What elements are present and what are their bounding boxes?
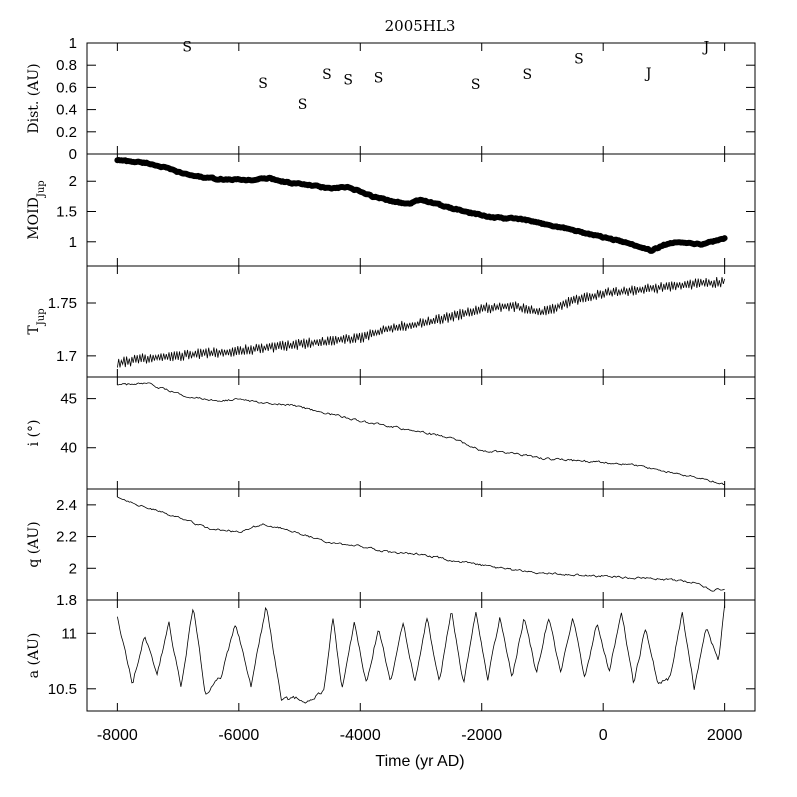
y-tick-label: 1.7 (56, 348, 77, 365)
encounter-marker-saturn: S (374, 70, 384, 86)
x-tick-label: -4000 (340, 727, 381, 744)
y-axis-label-a: a (AU) (26, 633, 42, 679)
y-tick-label: 1 (69, 35, 77, 52)
y-axis-label-tjup: TJup (26, 308, 47, 334)
series-line-inc (117, 382, 725, 485)
panel-frame-q (86, 488, 756, 601)
y-tick-label: 2.2 (56, 529, 77, 546)
panel-a: 10.5 11 a (AU) (26, 599, 756, 712)
panel-q: 1.8 2 2.2 2.4 q (AU) (26, 488, 756, 609)
chart-title: 2005HL3 (385, 17, 456, 35)
encounter-marker-saturn: S (343, 73, 353, 89)
y-tick-label: 1.8 (56, 592, 77, 609)
encounter-marker-saturn: S (471, 77, 481, 93)
encounter-marker-saturn: S (182, 39, 192, 55)
y-tick-label: 1.75 (48, 295, 77, 312)
x-tick-label: -2000 (461, 727, 502, 744)
encounter-marker-saturn: S (258, 76, 268, 92)
encounter-marker-saturn: S (574, 52, 584, 68)
y-axis-label-q: q (AU) (26, 521, 42, 567)
y-tick-label: 0.6 (56, 79, 77, 96)
y-tick-label: 40 (60, 440, 77, 457)
encounter-marker-saturn: S (322, 67, 332, 83)
encounter-marker-saturn: S (298, 97, 308, 113)
encounter-marker-jupiter: J (702, 39, 710, 55)
panel-inc: 40 45 i (°) (26, 376, 756, 490)
y-tick-label: 11 (61, 625, 77, 642)
series-line-a (117, 605, 725, 704)
panel-frame-dist (86, 42, 756, 155)
panel-frame-inc (86, 376, 756, 490)
x-tick-label: -8000 (97, 727, 138, 744)
y-tick-label: 0 (69, 146, 77, 163)
y-axis-label-moid: MOIDJup (26, 180, 47, 239)
y-tick-label: 2 (69, 560, 77, 577)
y-axis-label-inc: i (°) (26, 420, 42, 447)
panel-frame-a (86, 599, 756, 712)
y-tick-label: 1 (69, 234, 77, 251)
x-tick-label: -6000 (218, 727, 259, 744)
series-line-q (117, 496, 725, 592)
y-tick-label: 10.5 (48, 681, 77, 698)
y-tick-label: 2.4 (56, 497, 77, 514)
y-tick-label: 0.8 (56, 57, 77, 74)
x-axis-label: Time (yr AD) (375, 753, 464, 770)
encounter-marker-jupiter: J (644, 66, 652, 82)
y-axis-label-subscript: Jup (36, 180, 47, 198)
encounter-marker-saturn: S (522, 67, 532, 83)
y-axis-label-subscript: Jup (36, 308, 47, 326)
x-tick-label: 2000 (707, 727, 743, 744)
y-tick-label: 45 (60, 391, 77, 408)
x-tick-label: 0 (599, 727, 608, 744)
y-tick-label: 2 (69, 173, 77, 190)
y-tick-label: 0.2 (56, 124, 77, 141)
y-tick-label: 0.4 (56, 102, 77, 119)
panel-moid: 1 1.5 2 MOIDJup (26, 153, 756, 267)
data-point-moid (721, 235, 728, 242)
y-tick-label: 1.5 (56, 204, 77, 221)
y-axis-label-dist: Dist. (AU) (26, 63, 42, 133)
series-line-tjup (117, 276, 725, 368)
